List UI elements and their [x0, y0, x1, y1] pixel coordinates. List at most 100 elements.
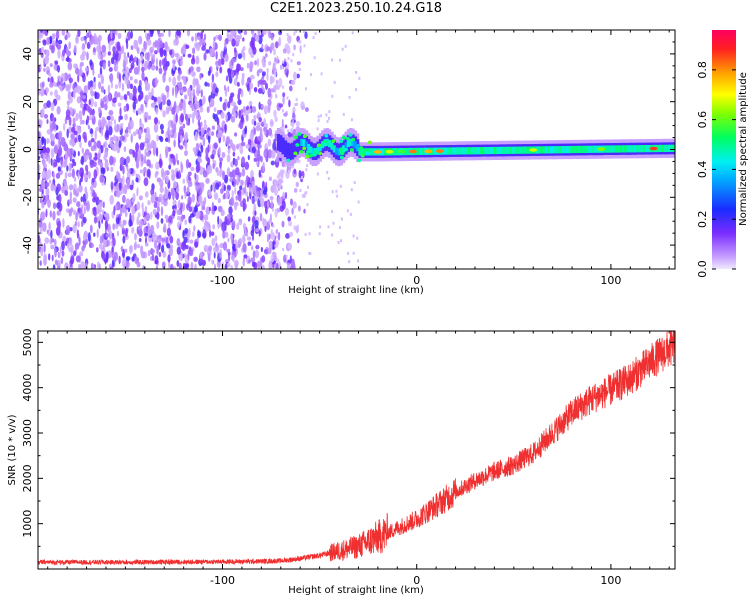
heatmap-cell: [243, 254, 248, 259]
heatmap-cell: [88, 99, 92, 106]
heatmap-cell: [227, 147, 231, 155]
heatmap-cell: [79, 103, 84, 109]
heatmap-cell: [306, 150, 311, 154]
heatmap-cell: [150, 248, 155, 254]
heatmap-cell: [214, 263, 216, 269]
heatmap-cell: [195, 145, 198, 150]
heatmap-cell: [180, 113, 185, 123]
heatmap-cell: [123, 105, 127, 113]
heatmap-cell: [357, 158, 362, 163]
heatmap-cell: [79, 91, 84, 96]
heatmap-cell: [83, 240, 87, 249]
heatmap-cell: [122, 258, 127, 269]
heatmap-cell: [65, 225, 71, 235]
heatmap-cell: [236, 222, 240, 231]
heatmap-cell: [268, 176, 272, 182]
heatmap-cell: [143, 166, 147, 174]
heatmap-cell: [232, 220, 236, 230]
heatmap-cell: [328, 110, 331, 113]
heatmap-cell: [156, 221, 160, 230]
spectrogram-panel: -100 0 100 -40 -20 0 20 40 Height of straight l…: [7, 29, 676, 296]
heatmap-cell: [204, 224, 210, 232]
heatmap-cell: [479, 147, 483, 155]
heatmap-cell: [621, 145, 625, 153]
heatmap-cell: [181, 241, 187, 251]
heatmap-cell: [264, 148, 269, 153]
heatmap-cell: [208, 206, 212, 212]
heatmap-cell: [381, 148, 385, 156]
heatmap-cell: [263, 118, 266, 126]
heatmap-cell: [222, 135, 226, 143]
heatmap-cell: [661, 144, 665, 152]
heatmap-cell: [128, 129, 131, 134]
heatmap-cell: [194, 172, 197, 180]
heatmap-cell: [57, 75, 61, 80]
x-tick-label: 100: [600, 574, 621, 587]
heatmap-cell: [138, 129, 142, 135]
heatmap-cell: [46, 169, 52, 179]
heatmap-cell: [82, 95, 86, 100]
heatmap-cell: [103, 258, 109, 263]
heatmap-cell: [276, 235, 279, 239]
heatmap-cell: [72, 161, 77, 167]
heatmap-cell: [129, 76, 133, 81]
heatmap-cell: [99, 235, 104, 245]
heatmap-cell: [295, 98, 298, 102]
heatmap-cell: [285, 233, 290, 239]
heatmap-cell: [498, 146, 502, 154]
heatmap-cell: [331, 94, 334, 98]
heatmap-cell: [232, 254, 235, 263]
heatmap-cell: [50, 244, 55, 250]
heatmap-cell: [101, 120, 104, 129]
heatmap-cell: [297, 135, 301, 152]
heatmap-cell: [306, 164, 309, 167]
heatmap-cell: [213, 36, 216, 42]
heatmap-cell: [175, 191, 180, 200]
heatmap-cell: [285, 207, 289, 216]
heatmap-cell: [137, 148, 142, 159]
heatmap-cell: [249, 133, 254, 140]
heatmap-cell: [308, 153, 313, 158]
heatmap-cell: [60, 158, 63, 166]
heatmap-cell: [80, 53, 85, 61]
heatmap-cell: [103, 89, 106, 95]
heatmap-cell: [278, 179, 284, 184]
heatmap-cell: [282, 85, 285, 89]
heatmap-cell: [114, 124, 118, 132]
heatmap-cell: [359, 146, 364, 150]
heatmap-cell: [85, 154, 89, 161]
heatmap-cell: [293, 44, 296, 51]
heatmap-cell: [220, 111, 225, 119]
heatmap-cell: [153, 96, 158, 102]
heatmap-cell: [290, 123, 293, 127]
heatmap-cell: [302, 30, 305, 33]
heatmap-cell: [215, 182, 220, 190]
heatmap-cell: [38, 30, 42, 39]
heatmap-cell: [136, 244, 141, 249]
heatmap-cell: [263, 189, 267, 195]
heatmap-cell: [617, 145, 621, 153]
heatmap-cell: [45, 49, 50, 57]
heatmap-cell: [272, 141, 277, 152]
heatmap-cell: [83, 103, 88, 111]
heatmap-cell: [73, 63, 78, 69]
heatmap-cell: [247, 236, 252, 241]
heatmap-cell: [363, 148, 367, 156]
heatmap-cell: [100, 74, 104, 85]
heatmap-cell: [68, 41, 71, 50]
heatmap-cell: [486, 147, 490, 155]
heatmap-cell: [70, 207, 74, 213]
heatmap-cell: [262, 217, 265, 225]
heatmap-cell: [119, 178, 123, 183]
heatmap-cell: [132, 149, 135, 158]
heatmap-cell: [242, 198, 246, 205]
heatmap-cell: [166, 227, 171, 237]
heatmap-cell: [447, 147, 450, 155]
heatmap-cell: [176, 209, 182, 216]
heatmap-cell: [307, 185, 309, 189]
heatmap-cell: [262, 63, 266, 68]
heatmap-cell: [50, 123, 54, 131]
heatmap-cell: [228, 212, 231, 222]
heatmap-cell: [154, 200, 158, 208]
